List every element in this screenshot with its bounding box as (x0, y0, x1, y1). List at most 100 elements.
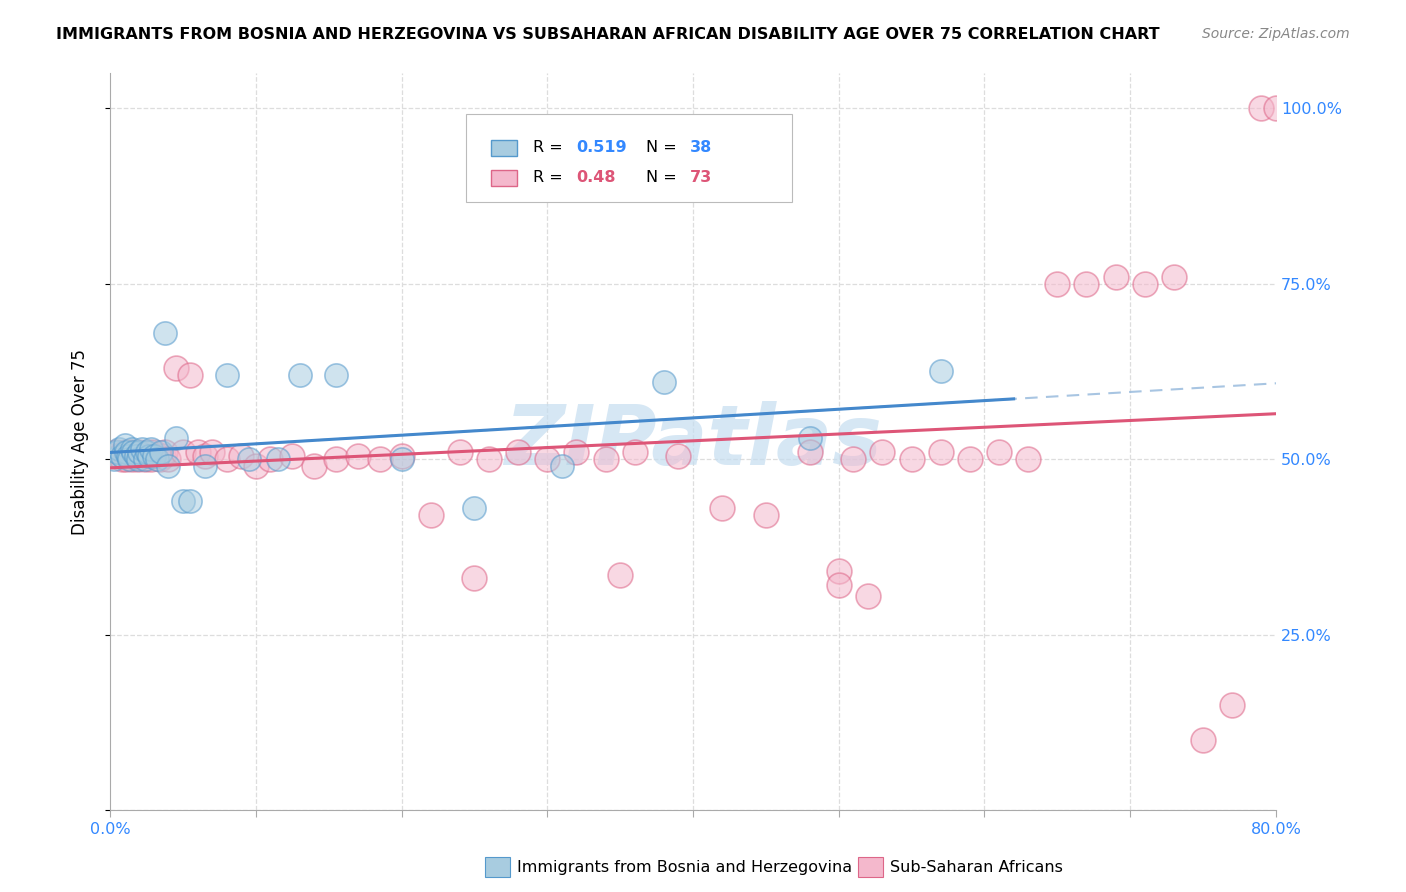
Point (551, 459, 574, 474)
Point (238, 452, 260, 467)
Point (842, 452, 865, 467)
Point (1133, 277, 1156, 291)
Point (121, 442, 143, 456)
Point (325, 368, 347, 382)
Point (368, 452, 391, 467)
Point (138, 449, 160, 463)
Point (114, 438, 136, 452)
Text: N =: N = (647, 140, 682, 155)
Point (1264, 101, 1286, 115)
Point (609, 567, 631, 582)
FancyBboxPatch shape (491, 169, 517, 186)
Text: 0.48: 0.48 (576, 170, 616, 186)
Point (149, 452, 172, 467)
Point (799, 431, 821, 445)
Point (391, 449, 413, 463)
Point (988, 445, 1011, 459)
Point (131, 449, 153, 463)
Point (929, 364, 952, 378)
Point (1163, 269, 1185, 284)
Point (135, 445, 157, 459)
Point (150, 445, 173, 459)
Point (245, 459, 267, 474)
Point (115, 445, 138, 459)
Point (536, 452, 558, 467)
Point (118, 445, 141, 459)
Point (478, 452, 501, 467)
Point (856, 589, 879, 603)
Point (1220, 698, 1243, 712)
Point (157, 459, 180, 474)
Point (186, 445, 208, 459)
Point (128, 445, 150, 459)
Point (1192, 732, 1215, 747)
Point (266, 452, 288, 467)
Text: Sub-Saharan Africans: Sub-Saharan Africans (890, 860, 1063, 874)
Point (179, 494, 201, 508)
Point (172, 445, 194, 459)
Point (125, 449, 148, 463)
Point (215, 368, 238, 382)
Point (325, 452, 347, 467)
Point (565, 445, 588, 459)
Point (131, 442, 153, 456)
Point (449, 445, 471, 459)
Point (152, 449, 174, 463)
Text: ZIPatlas: ZIPatlas (505, 401, 882, 482)
Text: R =: R = (533, 140, 568, 155)
Point (595, 452, 617, 467)
Point (139, 442, 162, 456)
Point (755, 508, 778, 523)
Point (1017, 452, 1039, 467)
Point (125, 449, 148, 463)
Point (142, 445, 165, 459)
Point (155, 445, 177, 459)
Point (108, 442, 131, 456)
Point (165, 360, 187, 375)
FancyBboxPatch shape (491, 140, 517, 156)
Point (121, 452, 143, 467)
Point (281, 449, 304, 463)
Point (145, 452, 167, 467)
Point (127, 452, 149, 467)
Point (134, 452, 156, 467)
Point (652, 375, 675, 389)
Point (117, 449, 139, 463)
Point (463, 501, 485, 516)
Text: IMMIGRANTS FROM BOSNIA AND HERZEGOVINA VS SUBSAHARAN AFRICAN DISABILITY AGE OVER: IMMIGRANTS FROM BOSNIA AND HERZEGOVINA V… (56, 27, 1160, 42)
Point (1076, 277, 1098, 291)
Point (346, 449, 368, 463)
Point (900, 452, 922, 467)
Point (117, 449, 139, 463)
Point (101, 449, 124, 463)
Text: Source: ZipAtlas.com: Source: ZipAtlas.com (1202, 27, 1350, 41)
Point (194, 449, 217, 463)
Point (139, 452, 162, 467)
Point (668, 449, 690, 463)
Point (128, 445, 150, 459)
Point (105, 445, 128, 459)
Text: N =: N = (647, 170, 682, 186)
Point (799, 445, 821, 459)
Point (959, 452, 981, 467)
Point (118, 452, 141, 467)
Text: R =: R = (533, 170, 568, 186)
Point (122, 445, 145, 459)
Point (201, 445, 224, 459)
Point (1046, 277, 1069, 291)
Point (1104, 269, 1126, 284)
Point (508, 445, 530, 459)
Point (231, 449, 253, 463)
Point (828, 578, 851, 592)
Point (155, 326, 177, 340)
Point (138, 445, 160, 459)
Point (419, 508, 441, 523)
Text: 73: 73 (689, 170, 711, 186)
Point (302, 459, 325, 474)
Point (623, 445, 645, 459)
Point (103, 452, 125, 467)
Point (828, 565, 851, 579)
Point (111, 452, 134, 467)
Point (391, 452, 413, 467)
Point (111, 449, 134, 463)
